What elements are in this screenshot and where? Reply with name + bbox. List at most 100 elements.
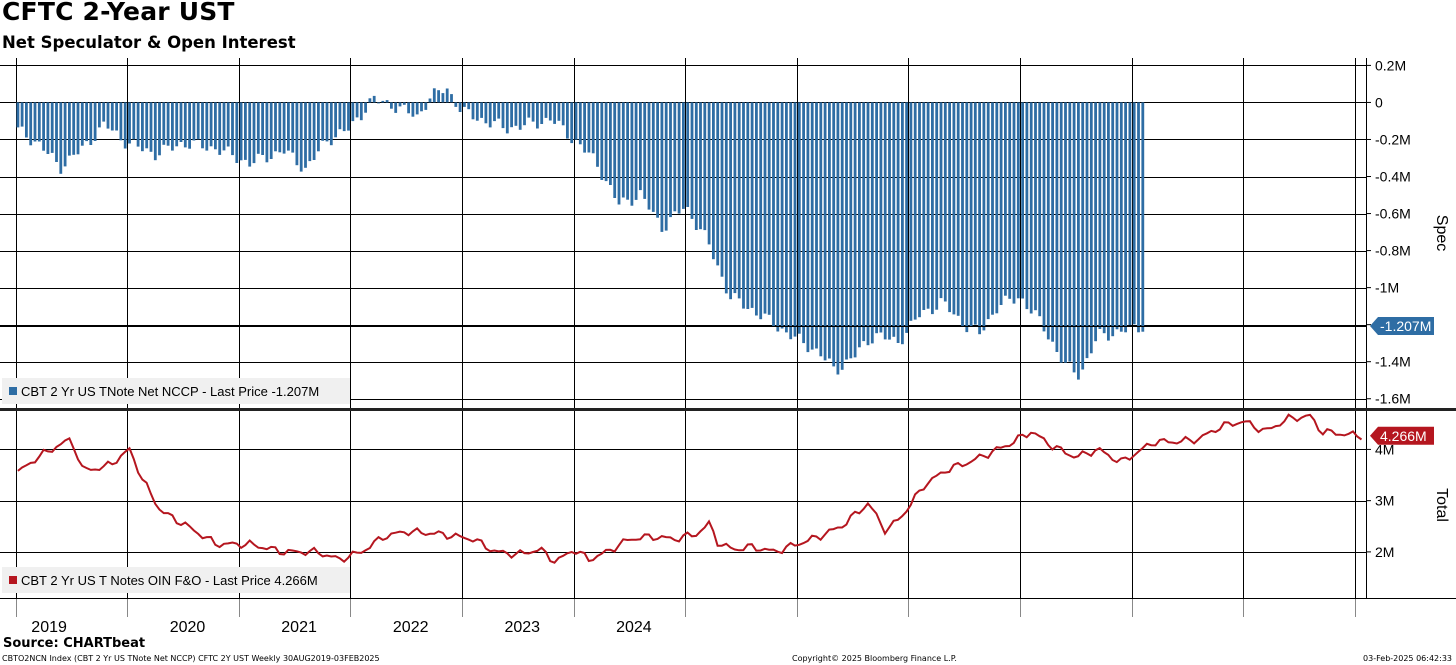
spec-bar — [596, 102, 599, 167]
spec-bar — [72, 102, 76, 155]
spec-bar — [510, 102, 513, 128]
spec-bar — [815, 102, 818, 349]
spec-bar — [20, 102, 24, 127]
spec-bar — [239, 102, 243, 161]
spec-bar — [312, 102, 316, 160]
spec-bar — [1072, 102, 1076, 373]
spec-bar — [166, 102, 170, 146]
spec-bar — [1107, 102, 1110, 341]
spec-bar — [454, 102, 458, 107]
spec-bar — [913, 102, 917, 320]
spec-bar — [1012, 102, 1016, 304]
spec-bar — [471, 102, 475, 120]
y-tick-label: -1M — [1375, 280, 1399, 296]
spec-bar — [776, 102, 780, 332]
spec-bar — [879, 102, 883, 333]
spec-bar — [76, 102, 80, 155]
spec-bar — [922, 102, 926, 311]
spec-bar — [518, 102, 522, 130]
spec-bar — [128, 102, 131, 144]
spec-bar — [965, 102, 969, 333]
spec-bar — [347, 102, 350, 131]
spec-bar — [677, 102, 681, 214]
spec-bar — [780, 102, 784, 329]
spec-bar — [707, 102, 711, 245]
spec-bar — [639, 102, 642, 191]
spec-bar — [527, 102, 531, 118]
spec-bar — [175, 102, 179, 147]
spec-bar — [1124, 102, 1127, 333]
spec-bar — [1085, 102, 1089, 359]
spec-bar — [149, 102, 153, 152]
spec-bar — [256, 102, 260, 154]
spec-bar — [42, 102, 45, 151]
spec-bar — [226, 102, 230, 147]
spec-bar — [1068, 102, 1072, 362]
spec-bar — [609, 102, 612, 185]
y-tick-label: -0.6M — [1375, 206, 1411, 222]
spec-bar — [222, 102, 226, 151]
spec-bar — [785, 102, 788, 333]
legend-total-swatch — [9, 576, 17, 584]
spec-bar — [16, 102, 20, 128]
spec-bar — [1059, 102, 1063, 363]
spec-bar — [132, 102, 136, 140]
spec-bar — [858, 102, 861, 348]
spec-bar — [37, 102, 41, 142]
spec-bar — [1021, 102, 1024, 299]
spec-bar — [931, 102, 934, 315]
spec-bar — [1094, 102, 1097, 342]
spec-bar — [63, 102, 67, 167]
spec-bar — [214, 102, 217, 150]
spec-bar — [407, 102, 410, 114]
spec-bar — [484, 102, 488, 124]
spec-bar — [870, 102, 874, 344]
spec-bar — [359, 102, 363, 121]
y-tick-label: -1.6M — [1375, 391, 1411, 407]
spec-bar — [505, 102, 509, 134]
y-tick-label: -0.8M — [1375, 243, 1411, 259]
spec-bar — [999, 102, 1003, 306]
spec-bar — [621, 102, 625, 198]
spec-bar — [192, 102, 196, 141]
spec-bar — [656, 102, 659, 218]
spec-bar — [961, 102, 964, 327]
x-year-label: 2021 — [281, 619, 317, 636]
spec-bar — [261, 102, 264, 155]
spec-bar — [862, 102, 866, 342]
x-year-label: 2022 — [393, 619, 429, 636]
spec-bar — [145, 102, 149, 149]
spec-bar — [196, 102, 200, 140]
spec-bar — [1141, 102, 1145, 332]
spec-bar — [1025, 102, 1029, 310]
spec-bar — [368, 98, 372, 103]
legend-spec-swatch — [9, 387, 17, 395]
spec-bar — [93, 102, 97, 141]
spec-bar — [265, 102, 269, 163]
spec-bar — [1064, 102, 1067, 363]
spec-bar — [604, 102, 608, 182]
spec-bar — [50, 102, 54, 153]
spec-bar — [712, 102, 715, 260]
spec-bar — [171, 102, 174, 151]
spec-bar — [810, 102, 814, 350]
spec-bar — [1128, 102, 1132, 326]
total-last-price-tag-label: 4.266M — [1380, 428, 1427, 444]
spec-bar — [437, 90, 440, 103]
source-label: Source: CHARTbeat — [3, 636, 146, 651]
spec-bar — [840, 102, 844, 370]
spec-bar — [338, 102, 342, 130]
spec-bar — [1102, 102, 1106, 334]
spec-bar — [540, 102, 544, 124]
spec-bar — [441, 93, 445, 103]
spec-bar — [205, 102, 209, 151]
x-year-label: 2020 — [170, 619, 206, 636]
spec-bar — [355, 102, 359, 118]
spec-bar — [428, 98, 432, 103]
spec-bar — [733, 102, 737, 294]
spec-bar — [1081, 102, 1085, 370]
spec-bar — [660, 102, 664, 232]
spec-bar — [750, 102, 754, 308]
spec-bar — [828, 102, 831, 359]
spec-bar — [402, 102, 406, 105]
